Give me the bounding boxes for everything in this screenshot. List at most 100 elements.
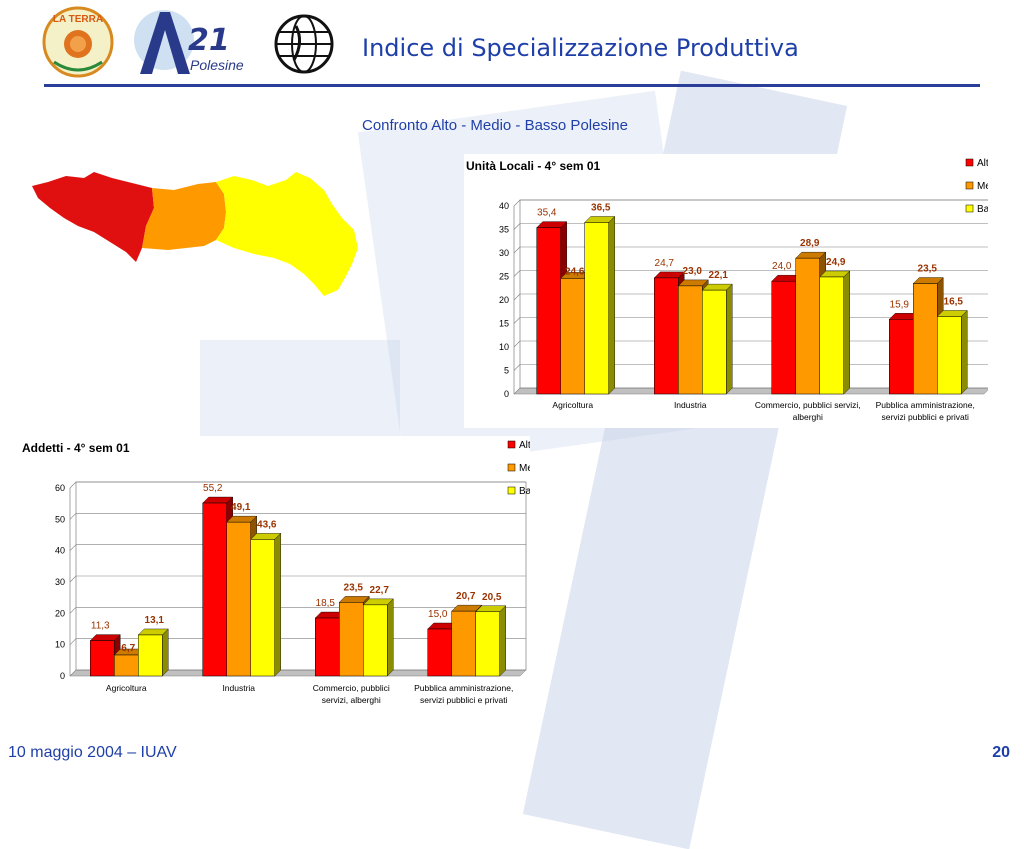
laterra-text: LA TERRA	[53, 14, 103, 25]
chart-title: Addetti - 4° sem 01	[22, 441, 130, 455]
y-tick-label: 0	[504, 389, 509, 399]
x-tick-label: Industria	[674, 400, 707, 410]
legend-swatch-basso	[507, 486, 516, 495]
data-label: 11,3	[91, 621, 110, 632]
bar-basso	[819, 276, 844, 395]
bar-alto	[654, 277, 679, 395]
x-tick-label: Commercio, pubblici	[313, 683, 390, 693]
bar-basso	[702, 289, 727, 395]
x-tick-label: Industria	[222, 683, 255, 693]
map-region-alto	[32, 172, 154, 262]
gridline-depth	[513, 387, 521, 395]
page-title: Indice di Specializzazione Produttiva	[362, 34, 799, 62]
a21-text: Polesine	[190, 57, 244, 73]
legend-swatch-medio	[507, 463, 516, 472]
y-tick-label: 20	[499, 295, 509, 305]
gridline-depth	[513, 317, 521, 324]
chart-unita-locali-svg: Unità Locali - 4° sem 01 0 5 10 15 20 25 30 35 40…	[466, 158, 988, 422]
bar-side	[608, 215, 615, 395]
legend-swatch-alto	[965, 158, 974, 167]
y-tick-label: 10	[499, 342, 509, 352]
map-region-basso	[216, 172, 358, 296]
bar-medio	[451, 610, 476, 677]
data-label: 24,9	[826, 257, 846, 268]
chart-unita-locali: Unità Locali - 4° sem 01 0 5 10 15 20 25 30 35 40…	[464, 154, 988, 428]
gridline-depth	[513, 246, 521, 254]
x-tick-label: alberghi	[793, 412, 823, 422]
legend-label-basso: Basso	[977, 204, 988, 215]
bar-basso	[138, 634, 163, 677]
legend-swatch-alto	[507, 440, 516, 449]
y-tick-label: 30	[55, 577, 65, 587]
footer-date: 10 maggio 2004 – IUAV	[8, 744, 177, 761]
bar-side	[843, 270, 850, 395]
globe-logo	[274, 14, 334, 74]
bar-alto	[315, 617, 340, 677]
data-label: 24,7	[655, 258, 675, 269]
data-label: 13,1	[145, 615, 165, 626]
data-label: 22,7	[370, 585, 390, 596]
y-tick-label: 35	[499, 225, 509, 235]
bar-side	[726, 283, 733, 395]
data-label: 22,1	[709, 270, 729, 281]
gridline-depth	[513, 340, 521, 348]
y-tick-label: 60	[55, 483, 65, 493]
bar-side	[274, 532, 281, 677]
gridline-depth	[513, 293, 521, 301]
y-tick-label: 25	[499, 272, 509, 282]
gridline-depth	[69, 513, 77, 520]
x-tick-label: Commercio, pubblici servizi,	[755, 400, 861, 410]
bar-basso	[250, 539, 275, 677]
data-label: 15,9	[890, 299, 910, 310]
a21-logo: 21 Polesine	[134, 10, 244, 74]
data-label: 23,0	[683, 266, 703, 277]
bar-medio	[795, 257, 820, 395]
title-divider	[44, 84, 980, 87]
x-tick-label: servizi, alberghi	[322, 695, 381, 705]
bar-basso	[475, 611, 500, 677]
y-tick-label: 40	[55, 546, 65, 556]
data-label: 36,5	[591, 202, 611, 213]
chart-addetti-svg: Addetti - 4° sem 01 0 10 20 30 40 50 60 11,3 6,7 1…	[22, 440, 530, 705]
data-label: 28,9	[800, 238, 820, 249]
legend-label-basso: Basso	[519, 486, 530, 497]
data-label: 49,1	[231, 502, 251, 513]
map-region-medio	[142, 182, 226, 250]
legend-label-medio: Medio	[519, 463, 530, 474]
gridline-depth	[69, 481, 77, 489]
y-tick-label: 0	[60, 671, 65, 681]
gridline-depth	[69, 638, 77, 645]
data-label: 35,4	[537, 208, 557, 219]
data-label: 20,7	[456, 591, 476, 602]
x-tick-label: Agricoltura	[552, 400, 593, 410]
bar-medio	[114, 654, 139, 677]
gridline-depth	[513, 364, 521, 371]
bar-alto	[536, 227, 561, 395]
gridline-depth	[513, 270, 521, 277]
y-tick-label: 15	[499, 319, 509, 329]
gridline-depth	[69, 669, 77, 677]
bar-side	[387, 598, 394, 677]
y-tick-label: 5	[504, 366, 509, 376]
x-tick-label: servizi pubblici e privati	[420, 695, 508, 705]
gridline-depth	[513, 199, 521, 207]
legend-label-medio: Medio	[977, 181, 988, 192]
bar-medio	[913, 283, 938, 395]
data-label: 23,5	[918, 264, 938, 275]
gridline-depth	[513, 223, 521, 230]
x-tick-label: Pubblica amministrazione,	[876, 400, 975, 410]
x-tick-label: Agricoltura	[106, 683, 147, 693]
legend-swatch-medio	[965, 181, 974, 190]
bar-medio	[339, 602, 364, 677]
polesine-map	[32, 172, 358, 296]
data-label: 6,7	[121, 643, 135, 654]
y-tick-label: 10	[55, 640, 65, 650]
legend-label-alto: Alto	[519, 440, 530, 451]
gridline-depth	[69, 607, 77, 614]
data-label: 20,5	[482, 592, 502, 603]
bar-medio	[226, 521, 251, 677]
data-label: 24,0	[772, 261, 792, 272]
gridline-depth	[69, 544, 77, 551]
y-tick-label: 20	[55, 608, 65, 618]
x-tick-label: servizi pubblici e privati	[882, 412, 970, 422]
